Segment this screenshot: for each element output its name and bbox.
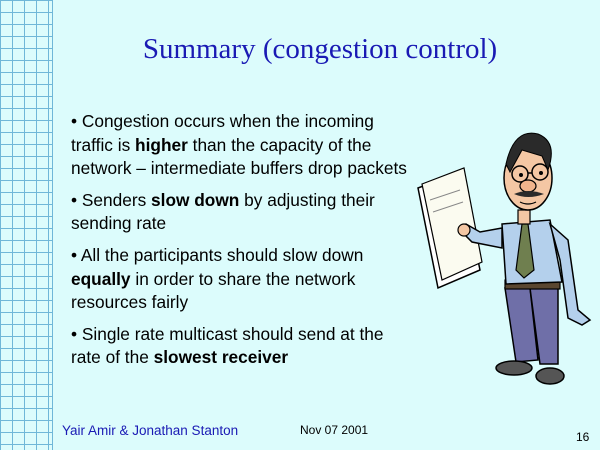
bullet-item: • Congestion occurs when the incoming tr… [71, 110, 416, 181]
footer-authors: Yair Amir & Jonathan Stanton [62, 423, 239, 438]
bullet-bold-text: higher [135, 134, 188, 155]
bullet-bold-text: slowest receiver [153, 347, 289, 368]
bullet-text: than the capacity of the network – inter… [71, 134, 407, 179]
grid-decoration [0, 0, 53, 450]
footer-date: Nov 07 2001 [300, 423, 369, 437]
bullet-text: in order to share the network resources … [71, 268, 356, 313]
bullet-bold-text: equally [71, 268, 131, 289]
bullet-text: • Single rate multicast should send at t… [71, 323, 384, 368]
man-holding-papers-clipart-icon [417, 132, 592, 385]
bullet-item: • Senders slow down by adjusting their s… [71, 189, 416, 236]
slide-title: Summary (congestion control) [142, 33, 498, 65]
bullet-text: • Congestion occurs when the incoming tr… [71, 111, 374, 155]
bullet-bold-text: slow down [151, 189, 240, 210]
bullet-text: • Senders [71, 189, 152, 210]
bullet-text: • All the participants should slow down [71, 244, 364, 265]
page-number: 16 [576, 430, 590, 444]
bullet-item: • All the participants should slow down … [71, 244, 416, 315]
papers-icon [417, 167, 483, 290]
bullet-list: • Congestion occurs when the incoming tr… [71, 110, 416, 378]
bullet-text: by adjusting their sending rate [71, 189, 375, 234]
bullet-item: • Single rate multicast should send at t… [71, 323, 416, 370]
